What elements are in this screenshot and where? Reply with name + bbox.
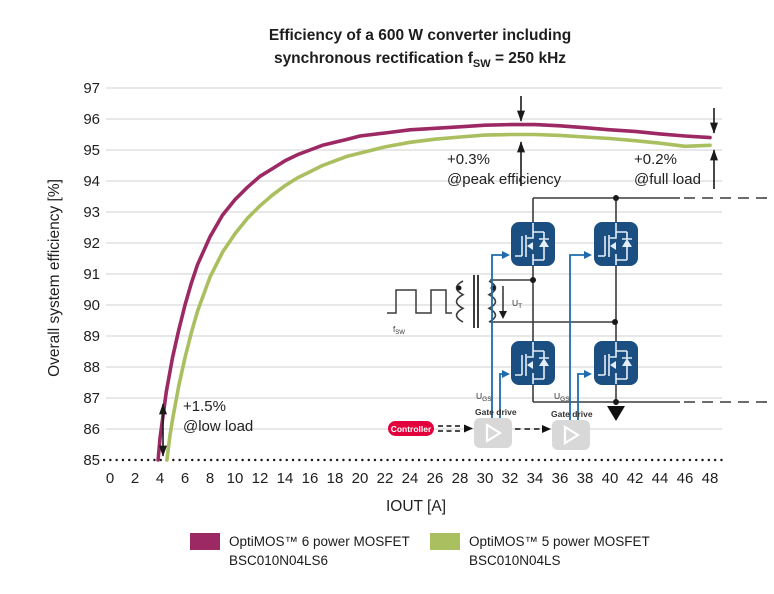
x-tick-label: 12: [252, 470, 269, 487]
x-tick-label: 44: [652, 470, 669, 487]
x-tick-label: 26: [427, 470, 444, 487]
mosfet-top-right: [593, 221, 639, 267]
circuit-wires: [387, 197, 772, 403]
y-tick-label: 91: [83, 266, 100, 283]
y-tick-label: 87: [83, 390, 100, 407]
series-curve: [156, 122, 712, 462]
annotation-peak-caption: @peak efficiency: [447, 171, 562, 188]
gate-signal-lines: [491, 254, 584, 420]
annotation-low-value: +1.5%: [183, 398, 226, 415]
series-curve: [165, 132, 712, 462]
signal-arrow-head: [464, 424, 473, 433]
annotation-low-caption: @low load: [183, 418, 253, 435]
x-tick-label: 10: [227, 470, 244, 487]
mosfet-bottom-right: [593, 340, 639, 386]
x-axis-title: IOUT [A]: [385, 498, 447, 515]
y-tick-label: 97: [83, 80, 100, 97]
x-tick-label: 18: [327, 470, 344, 487]
x-tick-label: 36: [552, 470, 569, 487]
y-tick-label: 90: [83, 297, 100, 314]
x-tick-label: 22: [377, 470, 394, 487]
x-tick-label: 30: [477, 470, 494, 487]
legend-item-optimos6: OptiMOS™ 6 power MOSFET BSC010N04LS6: [190, 532, 410, 570]
y-tick-label: 94: [83, 173, 100, 190]
annotation-peak-value: +0.3%: [447, 151, 490, 168]
amp-triangle-icon: [485, 423, 503, 443]
ut-arrow-head: [499, 311, 507, 319]
ugs-label-1: UGS: [476, 391, 492, 403]
figure-title: Efficiency of a 600 W converter includin…: [269, 24, 571, 73]
controller-label: Controller: [391, 424, 432, 434]
signal-arrow-head: [542, 425, 551, 433]
transformer-primary-winding: [455, 280, 465, 323]
x-tick-label: 42: [627, 470, 644, 487]
gate-arrow-heads: [502, 251, 592, 378]
title-line2: synchronous rectification fSW = 250 kHz: [273, 50, 567, 71]
x-tick-label: 32: [502, 470, 519, 487]
gate-drive-label-2: Gate drive: [551, 409, 593, 419]
legend-text-optimos6: OptiMOS™ 6 power MOSFET BSC010N04LS6: [229, 534, 410, 569]
y-tick-label: 96: [83, 111, 100, 128]
x-tick-label: 8: [206, 470, 214, 487]
gate-drive-2: [552, 420, 590, 450]
x-tick-label: 0: [106, 470, 114, 487]
x-tick-label: 38: [577, 470, 594, 487]
fsw-subscript: SW: [472, 58, 491, 71]
y-tick-label: 88: [83, 359, 100, 376]
legend-text-optimos5: OptiMOS™ 5 power MOSFET BSC010N04LS: [469, 534, 650, 569]
ut-label: UT: [512, 298, 522, 310]
primary-dot: [456, 285, 462, 291]
y-tick-label: 92: [83, 235, 100, 252]
output-down-arrow: [607, 406, 625, 421]
amp-triangle-icon: [563, 425, 581, 445]
square-wave-symbol: [387, 289, 452, 314]
x-tick-label: 14: [277, 470, 294, 487]
x-tick-label: 6: [181, 470, 189, 487]
legend-swatch-optimos6: [190, 533, 220, 550]
x-tick-label: 48: [702, 470, 719, 487]
annotation-full-value: +0.2%: [634, 151, 677, 168]
x-tick-label: 24: [402, 470, 419, 487]
x-tick-label: 46: [677, 470, 694, 487]
ugs-label-2: UGS: [554, 391, 570, 403]
y-tick-label: 85: [83, 452, 100, 469]
fsw-label: fSW: [393, 325, 405, 336]
x-tick-label: 4: [156, 470, 164, 487]
gate-drive-1: [474, 418, 512, 448]
title-line1: Efficiency of a 600 W converter includin…: [268, 27, 572, 44]
y-tick-label: 89: [83, 328, 100, 345]
x-tick-label: 34: [527, 470, 544, 487]
transformer-secondary-winding: [487, 280, 497, 323]
annotation-full-caption: @full load: [634, 171, 701, 188]
mosfet-top-left: [510, 221, 556, 267]
y-tick-label: 93: [83, 204, 100, 221]
x-tick-label: 16: [302, 470, 319, 487]
legend-swatch-optimos5: [430, 533, 460, 550]
x-tick-label: 2: [131, 470, 139, 487]
y-tick-label: 95: [83, 142, 100, 159]
transformer-core: [473, 275, 479, 328]
x-tick-label: 40: [602, 470, 619, 487]
y-tick-label: 86: [83, 421, 100, 438]
gate-drive-label-1: Gate drive: [475, 407, 517, 417]
x-tick-label: 28: [452, 470, 469, 487]
mosfet-bottom-left: [510, 340, 556, 386]
controller-box: [388, 421, 434, 436]
control-signal-dashes: [438, 425, 541, 432]
legend-item-optimos5: OptiMOS™ 5 power MOSFET BSC010N04LS: [430, 532, 650, 570]
x-tick-label: 20: [352, 470, 369, 487]
